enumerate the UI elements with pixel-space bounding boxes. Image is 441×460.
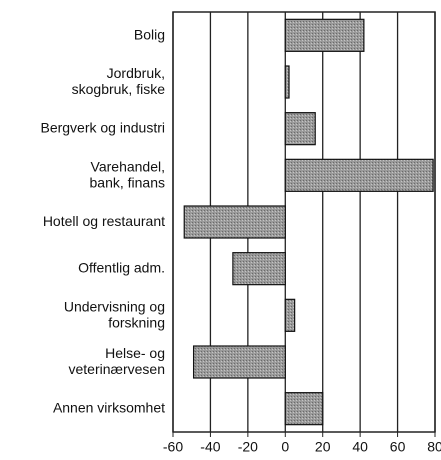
x-tick-label: 0: [281, 439, 289, 455]
y-tick-label: Bergverk og industri: [40, 119, 165, 135]
bar: [284, 65, 290, 99]
x-tick-label: -40: [200, 439, 220, 455]
plot-frame: [172, 11, 436, 433]
bar: [284, 18, 365, 52]
x-tick-label: 40: [352, 439, 368, 455]
y-tick-label: Annen virksomhet: [53, 399, 165, 415]
bar: [232, 252, 286, 286]
x-tick-label: -60: [163, 439, 183, 455]
y-tick-label: Jordbruk, skogbruk, fiske: [72, 65, 166, 97]
bar: [183, 205, 286, 239]
x-tick-label: 60: [390, 439, 406, 455]
y-tick-label: Bolig: [134, 26, 165, 42]
bar: [284, 392, 324, 426]
x-tick-label: 80: [427, 439, 441, 455]
y-tick-label: Undervisning og forskning: [64, 298, 165, 330]
y-tick-label: Varehandel, bank, finans: [90, 158, 166, 190]
bar: [284, 158, 434, 192]
bar: [284, 298, 296, 332]
x-tick-label: -20: [238, 439, 258, 455]
y-tick-label: Offentlig adm.: [78, 259, 165, 275]
bar: [192, 345, 286, 379]
x-tick-label: 20: [315, 439, 331, 455]
y-tick-label: Helse- og veterinærvesen: [69, 345, 166, 377]
y-tick-label: Hotell og restaurant: [43, 213, 165, 229]
bar: [284, 112, 316, 146]
